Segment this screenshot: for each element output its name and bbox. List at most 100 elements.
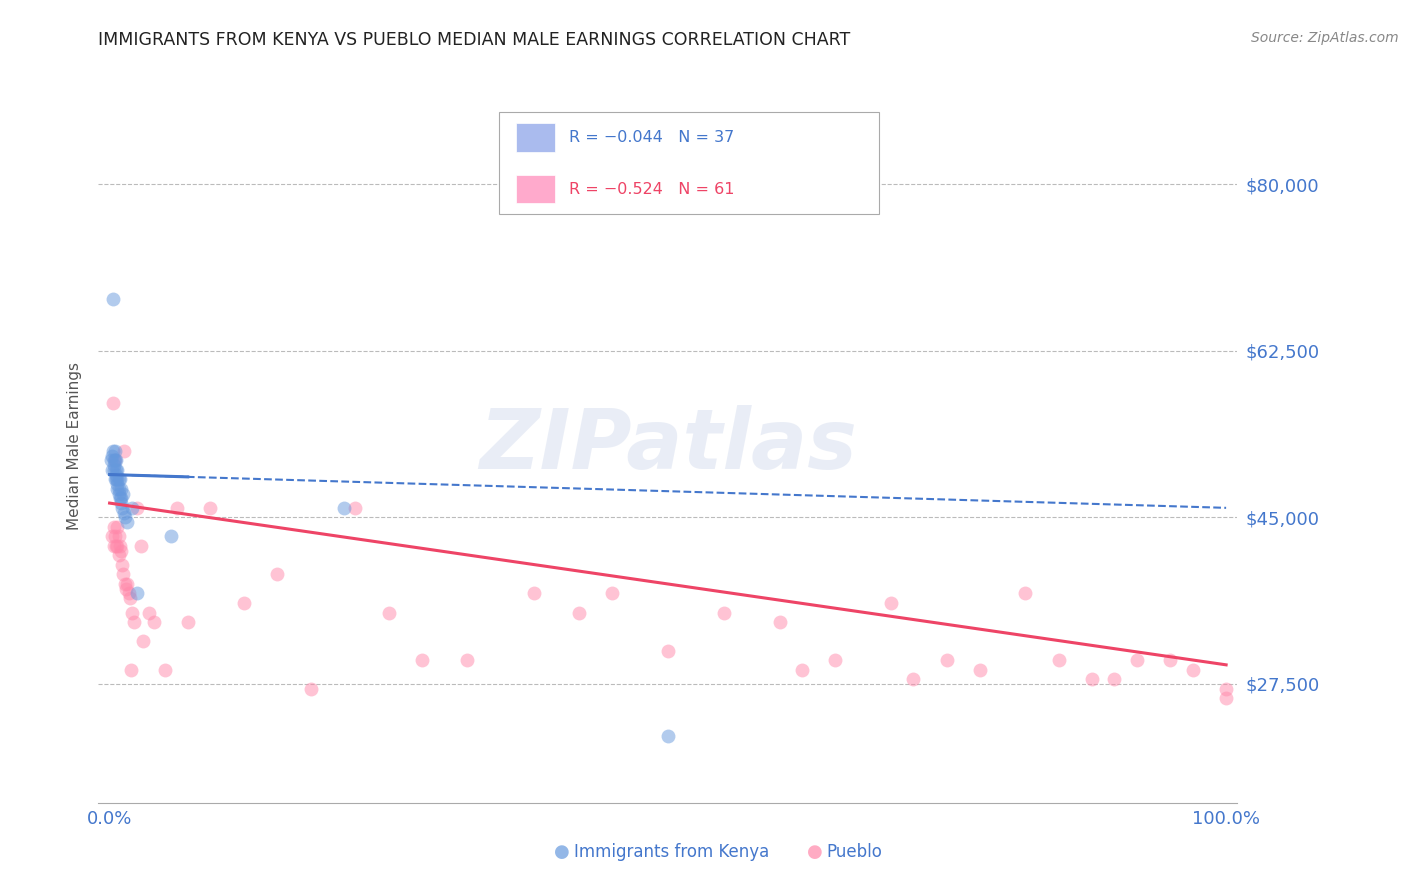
Point xyxy=(790,663,813,677)
Point xyxy=(110,543,132,558)
Point xyxy=(657,729,679,743)
Point xyxy=(114,577,136,591)
Point xyxy=(232,596,254,610)
Point xyxy=(111,500,134,515)
Point xyxy=(108,472,131,486)
Point xyxy=(880,596,903,610)
Point xyxy=(456,653,478,667)
Point xyxy=(333,500,356,515)
Point xyxy=(100,453,122,467)
Point xyxy=(107,486,129,500)
Y-axis label: Median Male Earnings: Median Male Earnings xyxy=(67,362,83,530)
Point xyxy=(122,615,145,629)
Point xyxy=(101,396,124,410)
Point xyxy=(101,463,124,477)
Point xyxy=(107,472,129,486)
Point xyxy=(1047,653,1070,667)
Point xyxy=(132,634,155,648)
Point xyxy=(117,515,139,529)
Text: ●: ● xyxy=(554,843,569,861)
Point xyxy=(1081,672,1104,686)
Point xyxy=(299,681,322,696)
Point xyxy=(115,582,138,596)
Point xyxy=(567,606,589,620)
Point xyxy=(117,586,139,600)
Point xyxy=(344,500,367,515)
Point xyxy=(411,653,433,667)
Point xyxy=(105,472,128,486)
Point xyxy=(101,443,124,458)
Point xyxy=(127,500,149,515)
Point xyxy=(1104,672,1126,686)
Point xyxy=(105,463,128,477)
Point xyxy=(160,529,183,543)
Point xyxy=(1215,681,1237,696)
Point xyxy=(107,539,129,553)
Text: ●: ● xyxy=(807,843,823,861)
Point xyxy=(104,529,127,543)
Point xyxy=(107,463,129,477)
Point xyxy=(117,577,139,591)
Point xyxy=(936,653,959,667)
Point xyxy=(111,486,134,500)
Point xyxy=(110,491,132,506)
Point xyxy=(111,558,134,572)
Point xyxy=(107,482,129,496)
Point xyxy=(112,506,135,520)
Point xyxy=(1159,653,1181,667)
Point xyxy=(1181,663,1204,677)
Point xyxy=(600,586,623,600)
Point xyxy=(1215,691,1237,706)
Text: IMMIGRANTS FROM KENYA VS PUEBLO MEDIAN MALE EARNINGS CORRELATION CHART: IMMIGRANTS FROM KENYA VS PUEBLO MEDIAN M… xyxy=(98,31,851,49)
Point xyxy=(121,500,143,515)
Point xyxy=(903,672,925,686)
Point xyxy=(101,292,124,306)
Point xyxy=(969,663,991,677)
Point xyxy=(108,539,131,553)
Point xyxy=(266,567,288,582)
Point xyxy=(104,453,127,467)
Point xyxy=(104,443,127,458)
Point xyxy=(105,453,128,467)
Point xyxy=(110,482,132,496)
Point xyxy=(768,615,790,629)
Point xyxy=(107,482,129,496)
Point xyxy=(377,606,399,620)
Point xyxy=(112,443,135,458)
Point xyxy=(107,529,129,543)
Text: R = −0.044   N = 37: R = −0.044 N = 37 xyxy=(569,130,735,145)
Point xyxy=(103,458,125,472)
Point xyxy=(129,539,152,553)
Point xyxy=(110,496,132,510)
Point xyxy=(121,606,143,620)
Point xyxy=(104,472,127,486)
Point xyxy=(108,491,131,506)
Point xyxy=(114,510,136,524)
Point xyxy=(127,586,149,600)
Point xyxy=(177,615,200,629)
Text: Immigrants from Kenya: Immigrants from Kenya xyxy=(574,843,769,861)
Point xyxy=(111,567,134,582)
Point xyxy=(824,653,846,667)
Point xyxy=(101,529,124,543)
Point xyxy=(138,606,160,620)
Point xyxy=(523,586,546,600)
Text: Pueblo: Pueblo xyxy=(827,843,883,861)
Point xyxy=(143,615,166,629)
Point xyxy=(104,453,127,467)
Point xyxy=(103,453,125,467)
Point xyxy=(101,449,124,463)
Point xyxy=(103,539,125,553)
Point xyxy=(155,663,177,677)
Point xyxy=(103,463,125,477)
Point xyxy=(105,539,128,553)
Point xyxy=(118,591,141,606)
Point xyxy=(107,477,129,491)
Point xyxy=(107,520,129,534)
Point xyxy=(1014,586,1036,600)
Text: Source: ZipAtlas.com: Source: ZipAtlas.com xyxy=(1251,31,1399,45)
Point xyxy=(120,663,142,677)
Point xyxy=(657,643,679,657)
Point xyxy=(198,500,221,515)
Point xyxy=(1126,653,1149,667)
